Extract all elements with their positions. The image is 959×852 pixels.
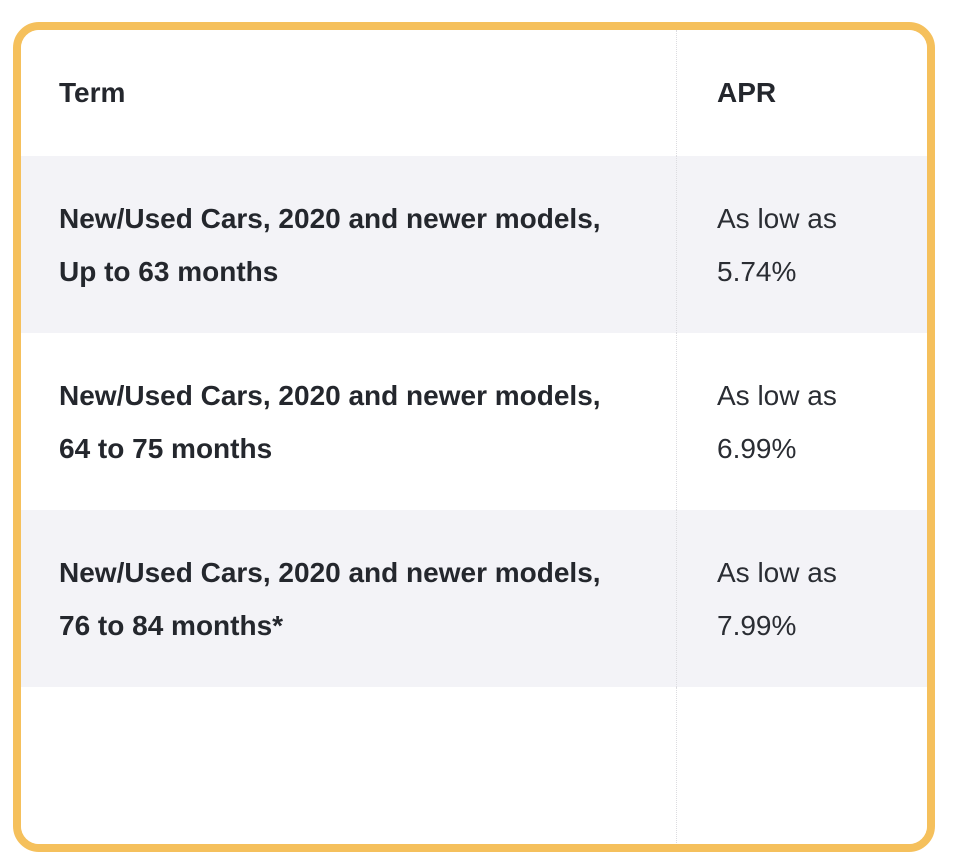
term-column-header: Term	[59, 77, 126, 108]
table-header-row: Term APR	[21, 30, 927, 156]
apr-cell: As low as 7.99%	[676, 510, 927, 687]
term-cell: New/Used Cars, 2020 and newer models, 76…	[21, 510, 676, 687]
table-row-partial	[21, 687, 927, 844]
term-text: New/Used Cars, 2020 and newer models, 76…	[59, 556, 601, 641]
term-cell: New/Used Cars, 2020 and newer models, 64…	[21, 333, 676, 510]
term-text: New/Used Cars, 2020 and newer models, Up…	[59, 202, 601, 287]
apr-cell: As low as 5.74%	[676, 156, 927, 333]
apr-text: As low as 7.99%	[717, 556, 837, 641]
rates-card: Term APR New/Used Cars, 2020 and newer m…	[13, 22, 935, 852]
apr-cell: As low as 6.99%	[676, 333, 927, 510]
apr-text: As low as 6.99%	[717, 379, 837, 464]
apr-text: As low as 5.74%	[717, 202, 837, 287]
term-cell	[21, 687, 676, 844]
table-row: New/Used Cars, 2020 and newer models, 64…	[21, 333, 927, 510]
table-row: New/Used Cars, 2020 and newer models, Up…	[21, 156, 927, 333]
term-text: New/Used Cars, 2020 and newer models, 64…	[59, 379, 601, 464]
apr-header-cell: APR	[676, 30, 927, 156]
table-row: New/Used Cars, 2020 and newer models, 76…	[21, 510, 927, 687]
apr-cell	[676, 687, 927, 844]
term-header-cell: Term	[21, 30, 676, 156]
apr-column-header: APR	[717, 77, 777, 108]
term-cell: New/Used Cars, 2020 and newer models, Up…	[21, 156, 676, 333]
